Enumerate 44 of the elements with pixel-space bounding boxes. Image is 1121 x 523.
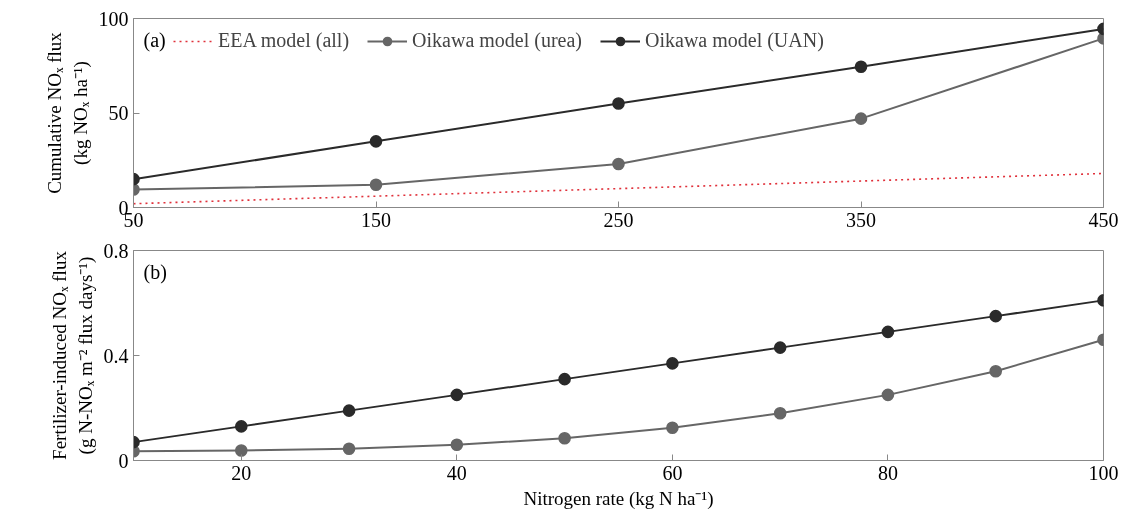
- x-tick-label: 100: [1088, 461, 1119, 484]
- annotation: (b): [143, 260, 167, 284]
- point: [854, 112, 868, 125]
- point: [773, 406, 787, 420]
- point: [450, 388, 464, 402]
- x-tick-label: 150: [361, 208, 391, 231]
- point: [881, 388, 895, 402]
- point: [989, 364, 1003, 378]
- point: [881, 325, 895, 339]
- y-tick-label: 0: [118, 449, 129, 472]
- x-tick-label: 250: [603, 208, 634, 231]
- y-axis-title: Fertilizer-induced NOₓ flux (g N-NOₓ m⁻² flux days⁻¹): [49, 250, 97, 460]
- point: [612, 97, 625, 110]
- y-tick-label: 100: [98, 7, 129, 30]
- point: [854, 60, 868, 73]
- y-tick-label: 0.4: [103, 344, 129, 367]
- x-tick-label: 80: [877, 461, 898, 484]
- x-tick-label: 20: [231, 461, 252, 484]
- point: [342, 404, 356, 417]
- point: [369, 178, 383, 192]
- x-tick-label: 60: [662, 461, 683, 484]
- legend-label: Oikawa model (UAN): [645, 29, 824, 52]
- x-axis-title: Nitrogen rate (kg N ha⁻¹): [523, 487, 714, 510]
- legend-label: EEA model (all): [218, 29, 350, 52]
- point: [989, 309, 1003, 323]
- point: [666, 357, 679, 370]
- point: [234, 444, 248, 457]
- annotation: (a): [143, 28, 166, 52]
- point: [666, 421, 679, 434]
- point: [612, 157, 625, 171]
- point: [558, 372, 571, 386]
- point: [450, 438, 464, 452]
- point: [773, 341, 787, 354]
- point: [342, 442, 356, 455]
- point: [234, 420, 248, 433]
- y-tick-label: 50: [108, 102, 129, 124]
- x-tick-label: 450: [1088, 208, 1119, 231]
- x-tick-label: 40: [446, 461, 467, 484]
- legend-label: Oikawa model (urea): [412, 29, 582, 52]
- y-axis-title: Cumulative NOₓ flux (kg NOₓ ha⁻¹): [44, 31, 92, 194]
- point: [369, 135, 383, 148]
- x-tick-label: 350: [846, 208, 876, 231]
- y-tick-label: 0.8: [103, 239, 129, 262]
- point: [558, 431, 571, 445]
